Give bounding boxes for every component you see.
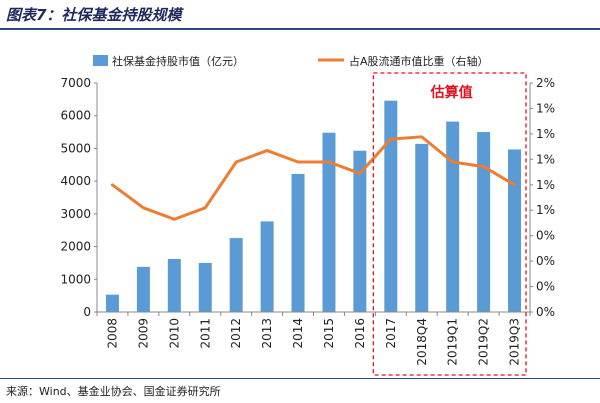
bar-2015: [322, 132, 336, 312]
line-point-2019Q2: [482, 165, 485, 168]
right-tick-label: 1%: [536, 178, 555, 192]
x-tick-label: 2012: [229, 318, 243, 349]
bar-2008: [105, 294, 119, 312]
estimate-label: 估算值: [430, 84, 473, 101]
source-note: 来源：Wind、基金业协会、国金证券研究所: [6, 385, 221, 398]
bar-series: [105, 100, 522, 312]
left-tick-label: 4000: [60, 174, 91, 188]
axes: [96, 83, 531, 316]
bar-2012: [229, 238, 243, 312]
legend-bar-label: 社保基金持股市值（亿元）: [112, 54, 244, 68]
line-point-2013: [265, 149, 269, 152]
left-tick-label: 5000: [60, 141, 91, 155]
line-point-2012: [234, 160, 238, 164]
x-tick-label: 2019Q2: [477, 318, 491, 366]
title-rule: [0, 28, 600, 30]
line-point-2011: [204, 206, 207, 210]
x-tick-label: 2008: [105, 318, 119, 349]
bar-2019Q2: [477, 132, 491, 312]
left-tick-label: 3000: [60, 207, 91, 221]
legend-line-label: 占A股流通市值比重（右轴）: [349, 54, 489, 68]
bar-2018Q4: [415, 143, 429, 312]
bar-2014: [291, 173, 305, 312]
right-tick-label: 1%: [536, 101, 555, 115]
line-point-2017: [389, 137, 393, 141]
line-series: [110, 135, 517, 221]
right-axis-ticks: 0% 0% 0% 0% 1% 1% 1% 1% 1% 2%: [530, 76, 555, 319]
right-tick-label: 0%: [536, 254, 555, 268]
left-tick-label: 1000: [60, 272, 91, 286]
line-point-2014: [296, 160, 300, 164]
line-path: [110, 135, 517, 221]
left-tick-label: 2000: [60, 240, 91, 254]
x-tick-label: 2011: [198, 318, 212, 349]
line-point-2010: [173, 218, 176, 221]
estimate-annotation: 估算值: [372, 72, 527, 376]
x-tick-label: 2018Q4: [415, 318, 429, 366]
x-tick-label: 2019Q1: [446, 318, 460, 366]
line-point-2009: [142, 206, 145, 210]
line-point-2016: [358, 172, 362, 175]
line-point-2008: [111, 183, 114, 187]
legend: 社保基金持股市值（亿元） 占A股流通市值比重（右轴）: [93, 54, 489, 68]
left-tick-label: 0: [83, 305, 91, 319]
line-point-2019Q1: [451, 160, 454, 164]
right-tick-label: 2%: [536, 76, 555, 90]
chart-title: 图表7：社保基金持股规模: [6, 6, 182, 24]
line-point-2019Q3: [513, 183, 516, 187]
left-tick-label: 6000: [60, 109, 91, 123]
right-tick-label: 0%: [536, 305, 555, 319]
estimate-box: [372, 72, 527, 376]
x-tick-label: 2016: [353, 318, 367, 349]
bar-2016: [353, 150, 367, 312]
right-tick-label: 1%: [536, 203, 555, 217]
bar-2019Q3: [508, 149, 522, 312]
right-tick-label: 0%: [536, 229, 555, 243]
x-axis-labels: 2008 2009 2010 2011 2012 2013 2014 2015 2016 2017…: [105, 318, 521, 366]
legend-bar-swatch: [93, 55, 108, 66]
x-tick-label: 2019Q3: [508, 318, 522, 366]
left-axis-ticks: 0 1000 2000 3000 4000 5000 6000 7000: [60, 76, 97, 319]
bar-2009: [136, 266, 150, 312]
x-tick-label: 2013: [260, 318, 274, 349]
x-tick-label: 2010: [167, 318, 181, 349]
line-point-2015: [327, 160, 331, 164]
right-tick-label: 0%: [536, 280, 555, 294]
bottom-rule: [0, 378, 600, 379]
bar-2010: [167, 259, 181, 312]
x-tick-label: 2014: [291, 318, 305, 349]
bar-2017: [384, 100, 398, 312]
x-tick-label: 2009: [136, 318, 150, 349]
bar-2019Q1: [446, 121, 460, 312]
x-tick-label: 2017: [384, 318, 398, 349]
line-point-2018Q4: [420, 135, 423, 139]
left-tick-label: 7000: [60, 76, 91, 90]
right-tick-label: 1%: [536, 152, 555, 166]
right-tick-label: 1%: [536, 127, 555, 141]
bar-2013: [260, 221, 274, 312]
x-tick-label: 2015: [322, 318, 336, 349]
combo-chart: 社保基金持股市值（亿元） 占A股流通市值比重（右轴） 0 1000 2000 3000 4…: [60, 54, 555, 376]
bar-2011: [198, 262, 212, 312]
